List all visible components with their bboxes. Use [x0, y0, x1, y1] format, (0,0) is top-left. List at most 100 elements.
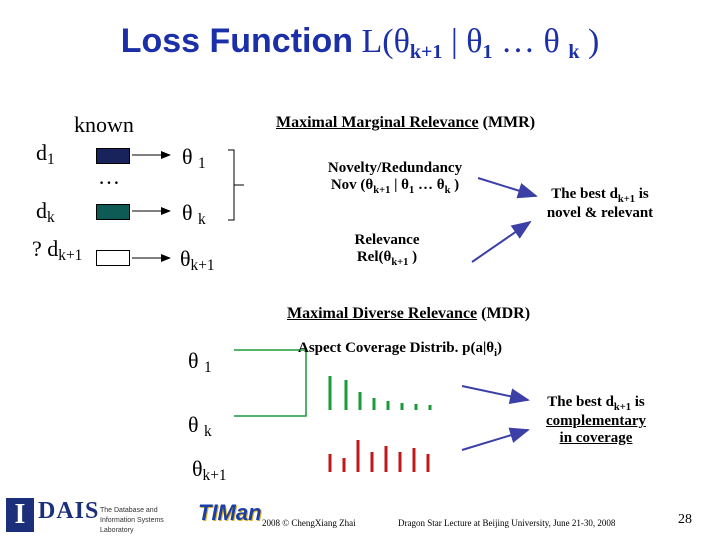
title-dots: …	[501, 23, 536, 60]
theta-symbol: θ	[182, 144, 193, 169]
novelty-part: | θ	[390, 177, 409, 193]
mdr-heading-acronym: (MDR)	[481, 305, 531, 322]
title-sub: 1	[482, 41, 493, 63]
mmr-conclusion-line1: The best dk+1 is	[530, 186, 670, 205]
page-number: 28	[678, 512, 692, 527]
doc-sub: k	[47, 209, 55, 226]
mdr-theta-k: θ k	[188, 412, 212, 441]
mdr-conclusion: The best dk+1 is complementary in covera…	[526, 394, 666, 447]
novelty-label: Novelty/Redundancy Nov (θk+1 | θ1 … θk )	[300, 160, 490, 196]
doc-d1-box	[96, 148, 130, 164]
mmr-heading-acronym: (MMR)	[482, 114, 536, 131]
aspect-sub: i	[494, 348, 498, 359]
relevance-label: Relevance Rel(θk+1 )	[322, 232, 452, 268]
aspect-part: )	[497, 340, 503, 356]
novelty-formula: Nov (θk+1 | θ1 … θk )	[300, 177, 490, 196]
theta-symbol: θ	[182, 200, 193, 225]
mdr-conclusion-line1: The best dk+1 is	[526, 394, 666, 413]
doc-sub: k+1	[58, 247, 83, 264]
theta-sub: k+1	[190, 257, 215, 274]
doc-sub: 1	[47, 151, 55, 168]
slide-title: Loss Function L(θk+1 | θ1 … θ k )	[0, 22, 720, 64]
relevance-sub: k+1	[391, 257, 409, 268]
red-distribution	[328, 440, 430, 472]
title-theta: θ	[393, 23, 410, 60]
timan-logo: TIMan	[198, 500, 262, 525]
doc-d1-label: d1	[36, 140, 55, 169]
mdr-conclusion-part: The best d	[547, 394, 614, 410]
university-logo-icon: I	[6, 498, 34, 532]
title-close: )	[587, 23, 600, 60]
mmr-conclusion-part: The best d	[551, 186, 618, 202]
theta-k: θ k	[182, 200, 206, 229]
mmr-heading-text: Maximal Marginal Relevance	[276, 114, 479, 131]
footer-lecture: Dragon Star Lecture at Beijing Universit…	[398, 518, 616, 528]
title-sub: k	[568, 41, 580, 63]
doc-dk-box	[96, 204, 130, 220]
theta-symbol: θ	[192, 456, 203, 481]
relevance-title: Relevance	[354, 232, 420, 248]
doc-letter: d	[36, 198, 47, 223]
novelty-sub: k	[444, 185, 451, 196]
doc-ellipsis: …	[98, 164, 120, 189]
mdr-conclusion-line2: complementary	[546, 413, 646, 429]
unknown-marker: ?	[32, 236, 42, 261]
relevance-formula: Rel(θk+1 )	[322, 249, 452, 268]
dais-logo: DAIS	[38, 498, 100, 524]
aspect-part: Aspect Coverage Distrib. p(a|θ	[298, 340, 495, 356]
doc-dk1-label: ? dk+1	[32, 236, 82, 265]
novelty-part: Nov (θ	[330, 177, 374, 193]
aspect-coverage-label: Aspect Coverage Distrib. p(a|θi)	[298, 340, 502, 359]
title-prefix: Loss Function	[120, 22, 354, 60]
arrow-novelty	[477, 177, 538, 199]
theta-k1: θk+1	[180, 246, 215, 275]
mdr-heading-text: Maximal Diverse Relevance	[287, 305, 478, 322]
mmr-conclusion-sub: k+1	[617, 194, 635, 205]
doc-dk-label: dk	[36, 198, 55, 227]
theta-sub: k+1	[202, 467, 227, 484]
theta-sub: k	[204, 423, 212, 440]
mmr-conclusion-part: is	[635, 186, 649, 202]
mdr-conclusion-sub: k+1	[613, 402, 631, 413]
novelty-part: … θ	[414, 177, 445, 193]
known-label: known	[74, 112, 134, 137]
doc-dk1-box	[96, 250, 130, 266]
novelty-sub: k+1	[373, 185, 391, 196]
novelty-sub: 1	[408, 185, 415, 196]
title-loss-open: L(	[361, 23, 394, 60]
mdr-theta-1: θ 1	[188, 348, 212, 377]
title-sub: k+1	[409, 41, 443, 63]
title-theta: θ	[466, 23, 483, 60]
theta-sub: k	[198, 211, 206, 228]
novelty-part: )	[450, 177, 460, 193]
relevance-part: )	[408, 249, 418, 265]
doc-letter: d	[36, 140, 47, 165]
theta-symbol: θ	[180, 246, 191, 271]
theta-bracket	[228, 149, 244, 221]
footer-copyright: 2008 © ChengXiang Zhai	[262, 518, 356, 528]
theta-symbol: θ	[188, 348, 199, 373]
mdr-conclusion-part: is	[631, 394, 645, 410]
arrow-relevance	[471, 220, 532, 263]
mmr-heading: Maximal Marginal Relevance (MMR)	[276, 114, 535, 132]
green-distribution	[328, 376, 432, 410]
mmr-conclusion: The best dk+1 is novel & relevant	[530, 186, 670, 222]
arrow-coverage-top	[461, 385, 530, 405]
mdr-bracket-top	[234, 349, 307, 417]
theta-sub: 1	[198, 155, 206, 172]
doc-letter: d	[47, 236, 59, 261]
title-bar: |	[450, 23, 458, 60]
theta-sub: 1	[204, 359, 212, 376]
mmr-conclusion-line2: novel & relevant	[546, 205, 654, 221]
arrow-coverage-bottom	[461, 427, 530, 451]
relevance-part: Rel(θ	[356, 249, 392, 265]
title-theta: θ	[543, 23, 560, 60]
novelty-title: Novelty/Redundancy	[327, 160, 463, 176]
theta-1: θ 1	[182, 144, 206, 173]
mdr-theta-k1: θk+1	[192, 456, 227, 485]
mdr-heading: Maximal Diverse Relevance (MDR)	[287, 305, 530, 323]
mdr-conclusion-line3: in coverage	[559, 430, 633, 446]
dais-logo-caption: The Database and Information Systems Lab…	[100, 507, 164, 534]
theta-symbol: θ	[188, 412, 199, 437]
